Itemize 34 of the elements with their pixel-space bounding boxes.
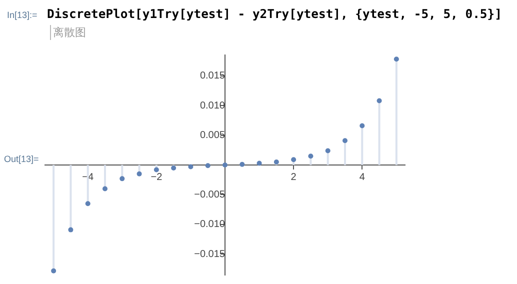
point xyxy=(171,165,176,170)
point xyxy=(102,186,108,192)
text: In[13]:= xyxy=(7,10,38,20)
point xyxy=(360,123,365,128)
y-tick-label: 0.005 xyxy=(200,130,226,142)
point xyxy=(51,268,56,274)
y-tick-label: 0.010 xyxy=(200,100,226,112)
y-tick-label: −0.010 xyxy=(194,219,226,230)
point xyxy=(188,164,194,170)
x-tick-label: 2 xyxy=(290,172,297,183)
x-tick-label: −4 xyxy=(82,172,94,183)
y-tick-label: −0.005 xyxy=(194,189,226,200)
point xyxy=(308,154,314,159)
point xyxy=(154,167,159,172)
point xyxy=(205,163,210,168)
y-tick-label: −0.015 xyxy=(194,248,226,260)
x-tick-label: 4 xyxy=(359,172,366,183)
point xyxy=(342,138,348,144)
chart-title: DiscretePlot[y1Try[ytest] - y2Try[ytest], {ytest, -5, 5, 0.5}] xyxy=(47,7,502,21)
text: Out[13]= xyxy=(4,154,39,164)
point xyxy=(120,176,125,182)
point xyxy=(274,160,279,165)
text: 离散图 xyxy=(50,25,86,40)
point xyxy=(376,98,382,104)
point xyxy=(68,227,74,232)
point xyxy=(240,162,245,167)
point xyxy=(256,160,262,166)
point xyxy=(325,148,330,154)
point xyxy=(136,171,142,176)
y-tick-label: 0.015 xyxy=(200,70,226,82)
point xyxy=(85,201,90,206)
point xyxy=(291,157,296,162)
point xyxy=(394,56,399,62)
x-tick-label: −2 xyxy=(150,172,163,183)
